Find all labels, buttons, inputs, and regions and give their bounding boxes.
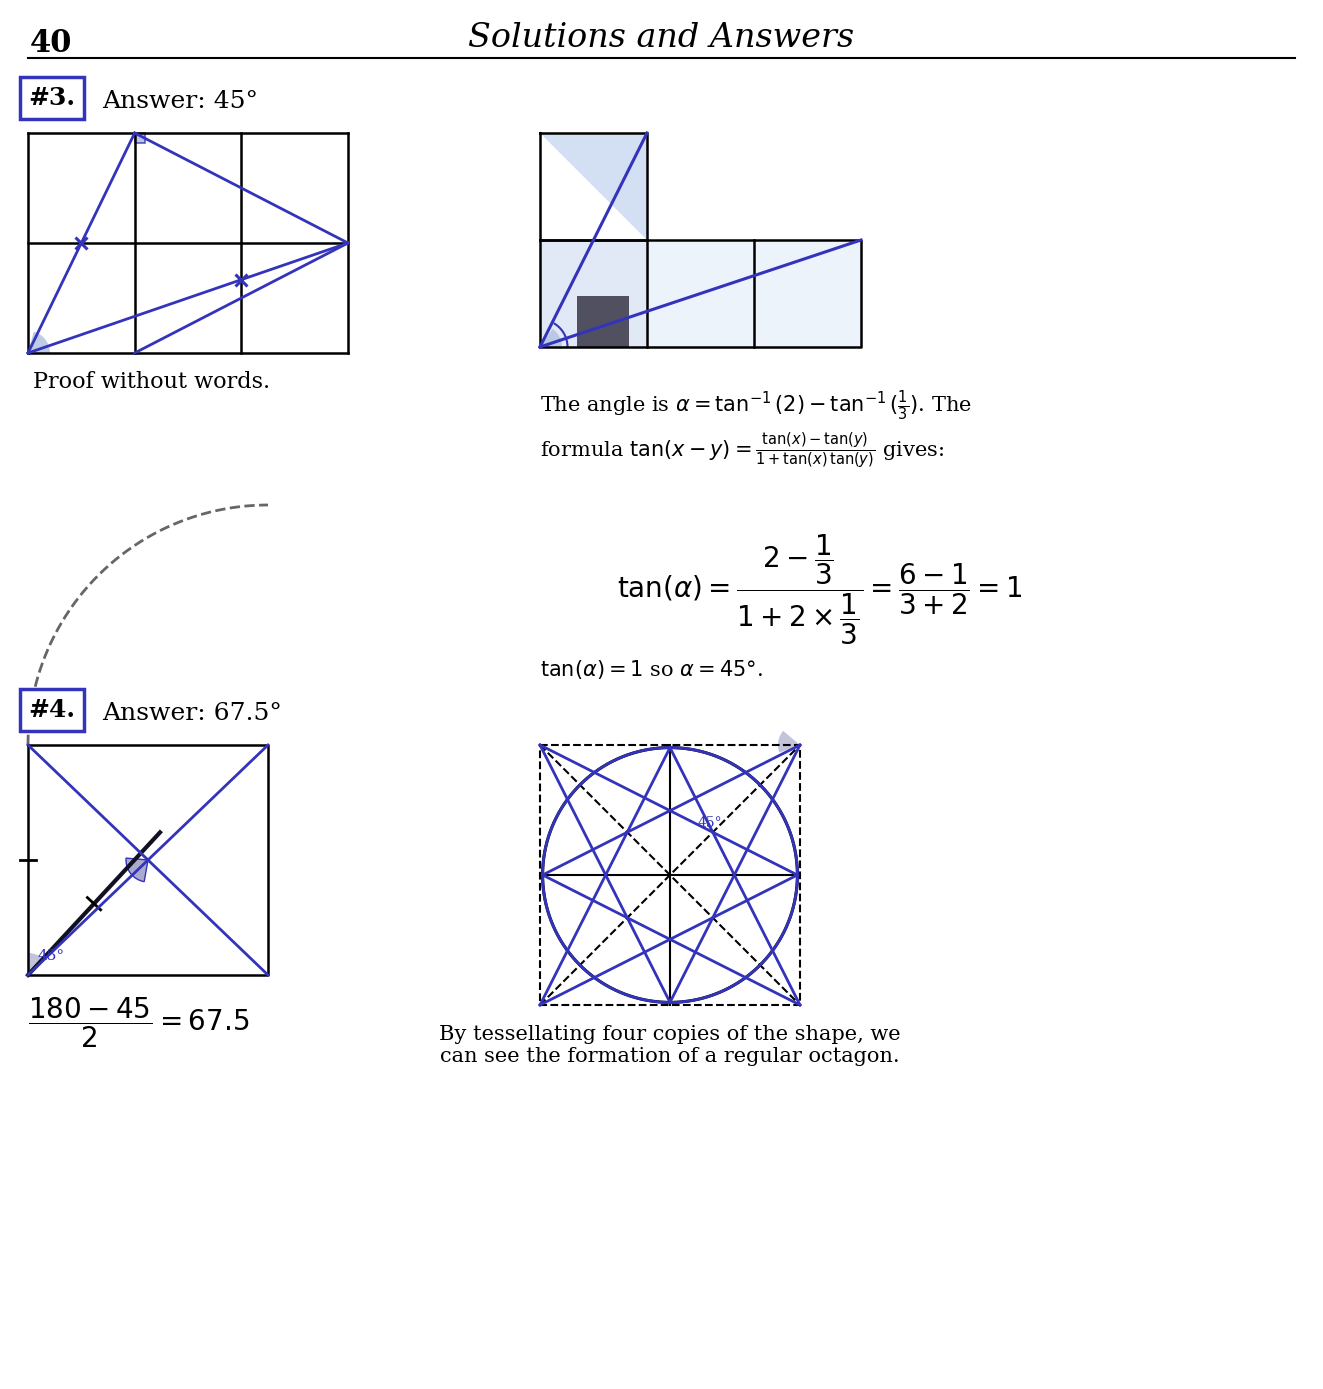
Text: The angle is $\alpha = \tan^{-1}(2) - \tan^{-1}(\frac{1}{3})$. The: The angle is $\alpha = \tan^{-1}(2) - \t… (540, 388, 972, 422)
Text: 40: 40 (30, 28, 73, 58)
Text: #3.: #3. (29, 86, 75, 110)
Polygon shape (577, 296, 628, 347)
Polygon shape (135, 133, 144, 143)
Text: Answer: 67.5°: Answer: 67.5° (102, 701, 282, 725)
Text: $\dfrac{180 - 45}{2} = 67.5$: $\dfrac{180 - 45}{2} = 67.5$ (28, 995, 249, 1050)
Text: $\tan(\alpha) = 1$ so $\alpha = 45°$.: $\tan(\alpha) = 1$ so $\alpha = 45°$. (540, 658, 763, 681)
Polygon shape (540, 133, 647, 240)
Text: Proof without words.: Proof without words. (33, 371, 270, 393)
Text: formula $\tan(x - y) = \frac{\tan(x)-\tan(y)}{1+\tan(x)\,\tan(y)}$ gives:: formula $\tan(x - y) = \frac{\tan(x)-\ta… (540, 431, 945, 471)
Polygon shape (647, 240, 861, 347)
Text: 45°: 45° (699, 815, 722, 831)
Wedge shape (126, 858, 148, 882)
Text: #4.: #4. (29, 699, 75, 722)
Text: Solutions and Answers: Solutions and Answers (468, 22, 855, 54)
Wedge shape (28, 332, 50, 353)
Text: $\tan(\alpha) = \dfrac{2 - \dfrac{1}{3}}{1 + 2 \times \dfrac{1}{3}} = \dfrac{6-1: $\tan(\alpha) = \dfrac{2 - \dfrac{1}{3}}… (618, 533, 1023, 647)
Wedge shape (778, 731, 800, 753)
Text: Answer: 45°: Answer: 45° (102, 90, 258, 113)
Text: By tessellating four copies of the shape, we
can see the formation of a regular : By tessellating four copies of the shape… (439, 1025, 901, 1065)
Wedge shape (540, 329, 562, 349)
Wedge shape (28, 953, 44, 975)
Text: 45°: 45° (38, 949, 65, 963)
Polygon shape (540, 240, 647, 347)
